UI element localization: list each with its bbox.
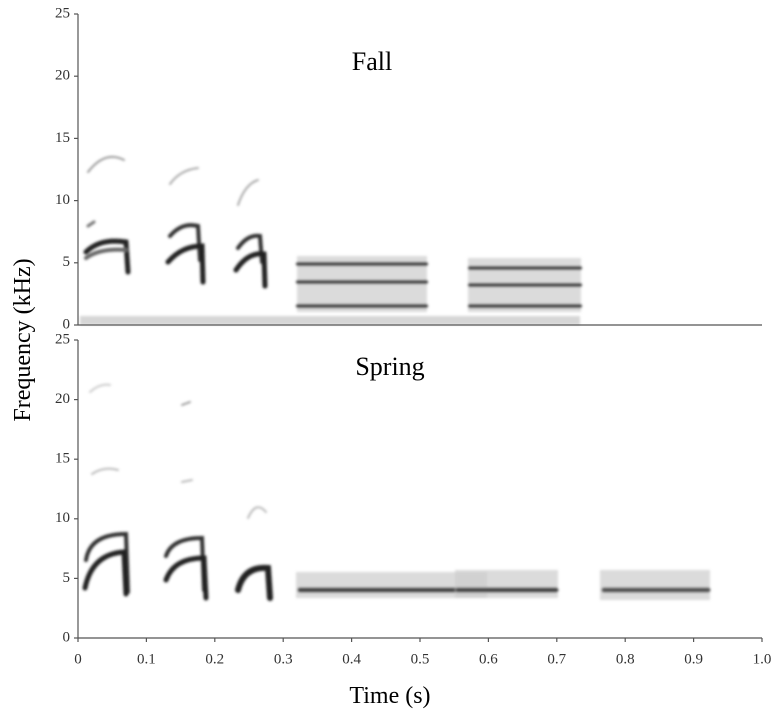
y-tick-label: 15 <box>55 130 70 146</box>
panel-title: Fall <box>352 47 392 76</box>
x-axis-label: Time (s) <box>349 683 430 709</box>
trace <box>84 247 128 260</box>
trace <box>247 506 267 519</box>
x-tick-label: 0.1 <box>137 651 156 667</box>
y-tick-label: 25 <box>55 5 70 21</box>
trace <box>165 243 206 285</box>
x-tick-label: 0.9 <box>684 651 703 667</box>
y-tick-label: 0 <box>63 629 71 645</box>
trace <box>89 383 111 393</box>
trace <box>468 266 582 308</box>
x-tick-label: 1.0 <box>753 651 772 667</box>
x-tick-label: 0.5 <box>411 651 430 667</box>
trace <box>236 233 264 264</box>
trace <box>233 251 268 289</box>
trace <box>600 570 710 600</box>
trace <box>169 167 199 185</box>
trace <box>168 223 202 262</box>
trace <box>296 262 428 308</box>
trace <box>86 220 96 228</box>
x-tick-label: 0.2 <box>205 651 224 667</box>
trace <box>164 535 206 592</box>
y-tick-label: 20 <box>55 68 70 84</box>
trace <box>181 401 191 406</box>
trace <box>455 570 558 598</box>
x-tick-label: 0.4 <box>342 651 361 667</box>
x-tick-label: 0.6 <box>479 651 498 667</box>
trace <box>84 531 130 594</box>
x-tick-label: 0.3 <box>274 651 293 667</box>
y-tick-label: 0 <box>63 316 71 332</box>
x-tick-label: 0.8 <box>616 651 635 667</box>
y-tick-label: 25 <box>55 331 70 347</box>
y-tick-label: 5 <box>63 254 71 270</box>
trace <box>83 238 131 275</box>
trace <box>163 555 209 601</box>
y-tick-label: 10 <box>55 510 70 526</box>
trace <box>87 156 125 173</box>
y-tick-label: 20 <box>55 391 70 407</box>
y-tick-label: 15 <box>55 451 70 467</box>
panel-title: Spring <box>355 352 424 381</box>
y-axis-label: Frequency (kHz) <box>10 258 36 421</box>
trace <box>82 549 129 597</box>
trace <box>235 564 273 601</box>
trace <box>91 467 119 475</box>
trace <box>181 479 193 483</box>
x-tick-label: 0.7 <box>547 651 566 667</box>
y-tick-label: 10 <box>55 192 70 208</box>
y-tick-label: 5 <box>63 570 71 586</box>
noise <box>80 316 580 325</box>
trace <box>237 179 259 206</box>
spectrogram-traces <box>80 156 711 601</box>
x-tick-label: 0 <box>74 651 82 667</box>
